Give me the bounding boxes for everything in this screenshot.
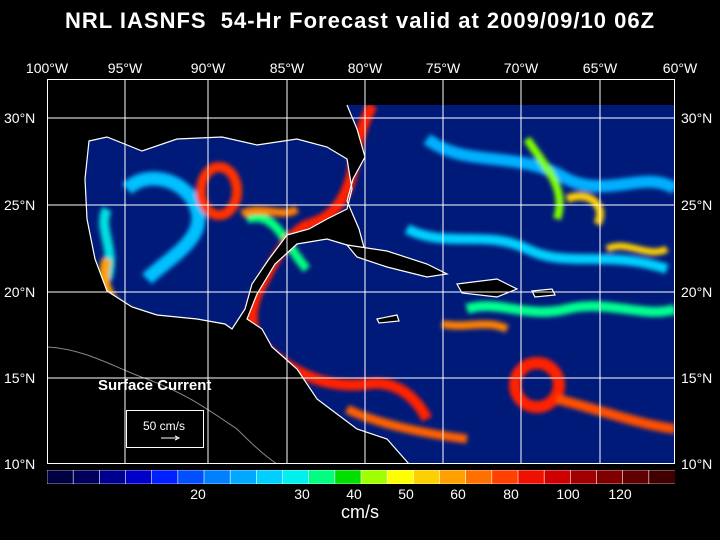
colorbar-swatch (125, 470, 153, 484)
colorbar-swatch (256, 470, 284, 484)
lat-label-left: 10°N (4, 456, 36, 472)
legend-title: Surface Current (98, 377, 212, 394)
lon-label: 75°W (425, 60, 461, 76)
colorbar-swatch (517, 470, 545, 484)
colorbar-swatch (308, 470, 336, 484)
lat-label-right: 10°N (681, 456, 713, 472)
legend-box: 50 cm/s (126, 410, 204, 448)
colorbar-units: cm/s (341, 502, 379, 522)
colorbar-swatch (151, 470, 179, 484)
colorbar-swatch (570, 470, 598, 484)
colorbar-swatch (47, 470, 74, 484)
lon-label: 60°W (662, 60, 698, 76)
lon-label: 85°W (269, 60, 305, 76)
current-map (47, 79, 675, 464)
colorbar-tick-label: 20 (190, 486, 206, 502)
colorbar-tick-label: 60 (450, 486, 466, 502)
colorbar-swatch (282, 470, 310, 484)
colorbar-swatch (360, 470, 388, 484)
colorbar-tick-label: 30 (294, 486, 310, 502)
map-frame (47, 79, 675, 464)
legend-speed: 50 cm/s (143, 419, 186, 433)
colorbar-swatch (465, 470, 493, 484)
colorbar-tick-label: 120 (608, 486, 632, 502)
lat-label-left: 30°N (4, 110, 36, 126)
colorbar-swatch (622, 470, 650, 484)
colorbar (47, 470, 675, 484)
colorbar-tick-label: 40 (346, 486, 362, 502)
lon-label: 80°W (347, 60, 383, 76)
colorbar-tick-label: 80 (503, 486, 519, 502)
border-line (47, 346, 278, 464)
lat-label-left: 15°N (4, 370, 36, 386)
lon-label: 90°W (190, 60, 226, 76)
lon-label: 100°W (25, 60, 69, 76)
lat-label-left: 20°N (4, 284, 36, 300)
lat-label-right: 30°N (681, 110, 713, 126)
graticule (47, 79, 675, 464)
colorbar-swatch (72, 470, 101, 484)
colorbar-swatch (203, 470, 231, 484)
colorbar-swatch (439, 470, 467, 484)
colorbar-swatch (543, 470, 572, 484)
lat-label-right: 25°N (681, 197, 713, 213)
colorbar-tick-label: 100 (556, 486, 580, 502)
arrow-icon (161, 435, 181, 441)
colorbar-swatch (491, 470, 519, 484)
lon-label: 70°W (503, 60, 539, 76)
colorbar-swatch (99, 470, 127, 484)
colorbar-swatch (229, 470, 258, 484)
lon-label: 65°W (582, 60, 618, 76)
colorbar-swatch (596, 470, 624, 484)
colorbar-swatch (177, 470, 205, 484)
colorbar-swatch (386, 470, 415, 484)
colorbar-tick-label: 50 (398, 486, 414, 502)
lat-label-left: 25°N (4, 197, 36, 213)
colorbar-swatch (413, 470, 441, 484)
lon-label: 95°W (107, 60, 143, 76)
colorbar-swatch (648, 470, 675, 484)
colorbar-swatch (334, 470, 362, 484)
lat-label-right: 20°N (681, 284, 713, 300)
map-title: NRL IASNFS 54-Hr Forecast valid at 2009/… (64, 8, 656, 33)
lat-label-right: 15°N (681, 370, 713, 386)
